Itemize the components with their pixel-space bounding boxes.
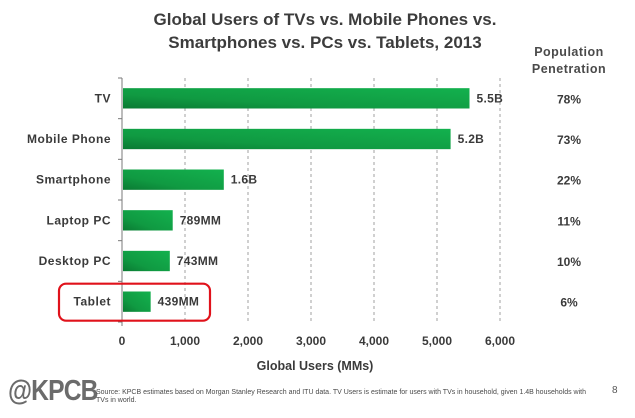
category-label: Desktop PC	[39, 254, 111, 268]
bar-smartphone	[123, 169, 224, 190]
x-tick-label: 1,000	[170, 334, 200, 348]
chart-title-line-2: Smartphones vs. PCs vs. Tablets, 2013	[168, 33, 482, 52]
population-penetration-value: 6%	[560, 296, 578, 310]
x-tick-label: 5,000	[422, 334, 452, 348]
bar-desktop-pc	[123, 250, 170, 272]
bar-tablet	[123, 291, 151, 312]
bars	[123, 88, 470, 312]
x-tick-label: 0	[119, 334, 126, 348]
bar-tv	[123, 88, 470, 109]
category-label: Mobile Phone	[27, 132, 111, 146]
source-note: Source: KPCB estimates based on Morgan S…	[96, 389, 586, 404]
pp-header-line-1: Population	[534, 45, 604, 59]
x-axis-label: Global Users (MMs)	[256, 359, 374, 373]
x-tick-label: 3,000	[296, 334, 326, 348]
x-tick-label: 6,000	[485, 334, 515, 348]
population-penetration-value: 78%	[557, 92, 581, 106]
data-label: 5.5B	[477, 91, 504, 105]
category-label: Smartphone	[36, 173, 111, 187]
category-label: Laptop PC	[47, 213, 112, 227]
bar-laptop-pc	[123, 210, 173, 231]
page-number: 8	[612, 385, 618, 396]
population-penetration-header: Population Penetration	[505, 44, 633, 78]
data-label: 1.6B	[231, 173, 258, 187]
chart-title: Global Users of TVs vs. Mobile Phones vs…	[150, 8, 500, 54]
category-label: TV	[95, 91, 111, 105]
population-penetration-value: 10%	[557, 255, 581, 269]
x-axis-ticks: 0 1,000 2,000 3,000 4,000 5,000 6,000	[119, 334, 516, 348]
pp-header-line-2: Penetration	[531, 62, 607, 76]
data-label: 5.2B	[458, 132, 485, 146]
population-penetration-value: 73%	[557, 133, 581, 147]
labels: TV 5.5B Mobile Phone 5.2B Smartphone 1.6B Lapt…	[27, 91, 503, 308]
x-tick-label: 4,000	[359, 334, 389, 348]
y-axis	[118, 77, 123, 326]
population-penetration-value: 22%	[557, 174, 581, 188]
kpcb-logo: @KPCB	[8, 375, 98, 407]
highlight-box	[57, 282, 212, 322]
data-label: 789MM	[180, 213, 222, 227]
data-label: 439MM	[158, 295, 200, 309]
population-penetration-column: 78% 73% 22% 11% 10% 6%	[557, 92, 581, 309]
x-tick-label: 2,000	[233, 334, 263, 348]
population-penetration-value: 11%	[557, 214, 581, 228]
chart-title-line-1: Global Users of TVs vs. Mobile Phones vs…	[153, 10, 497, 29]
gridlines	[184, 78, 501, 322]
data-label: 743MM	[177, 254, 219, 268]
category-label: Tablet	[74, 295, 111, 309]
bar-mobile-phone	[123, 128, 451, 150]
highlight	[57, 282, 212, 322]
